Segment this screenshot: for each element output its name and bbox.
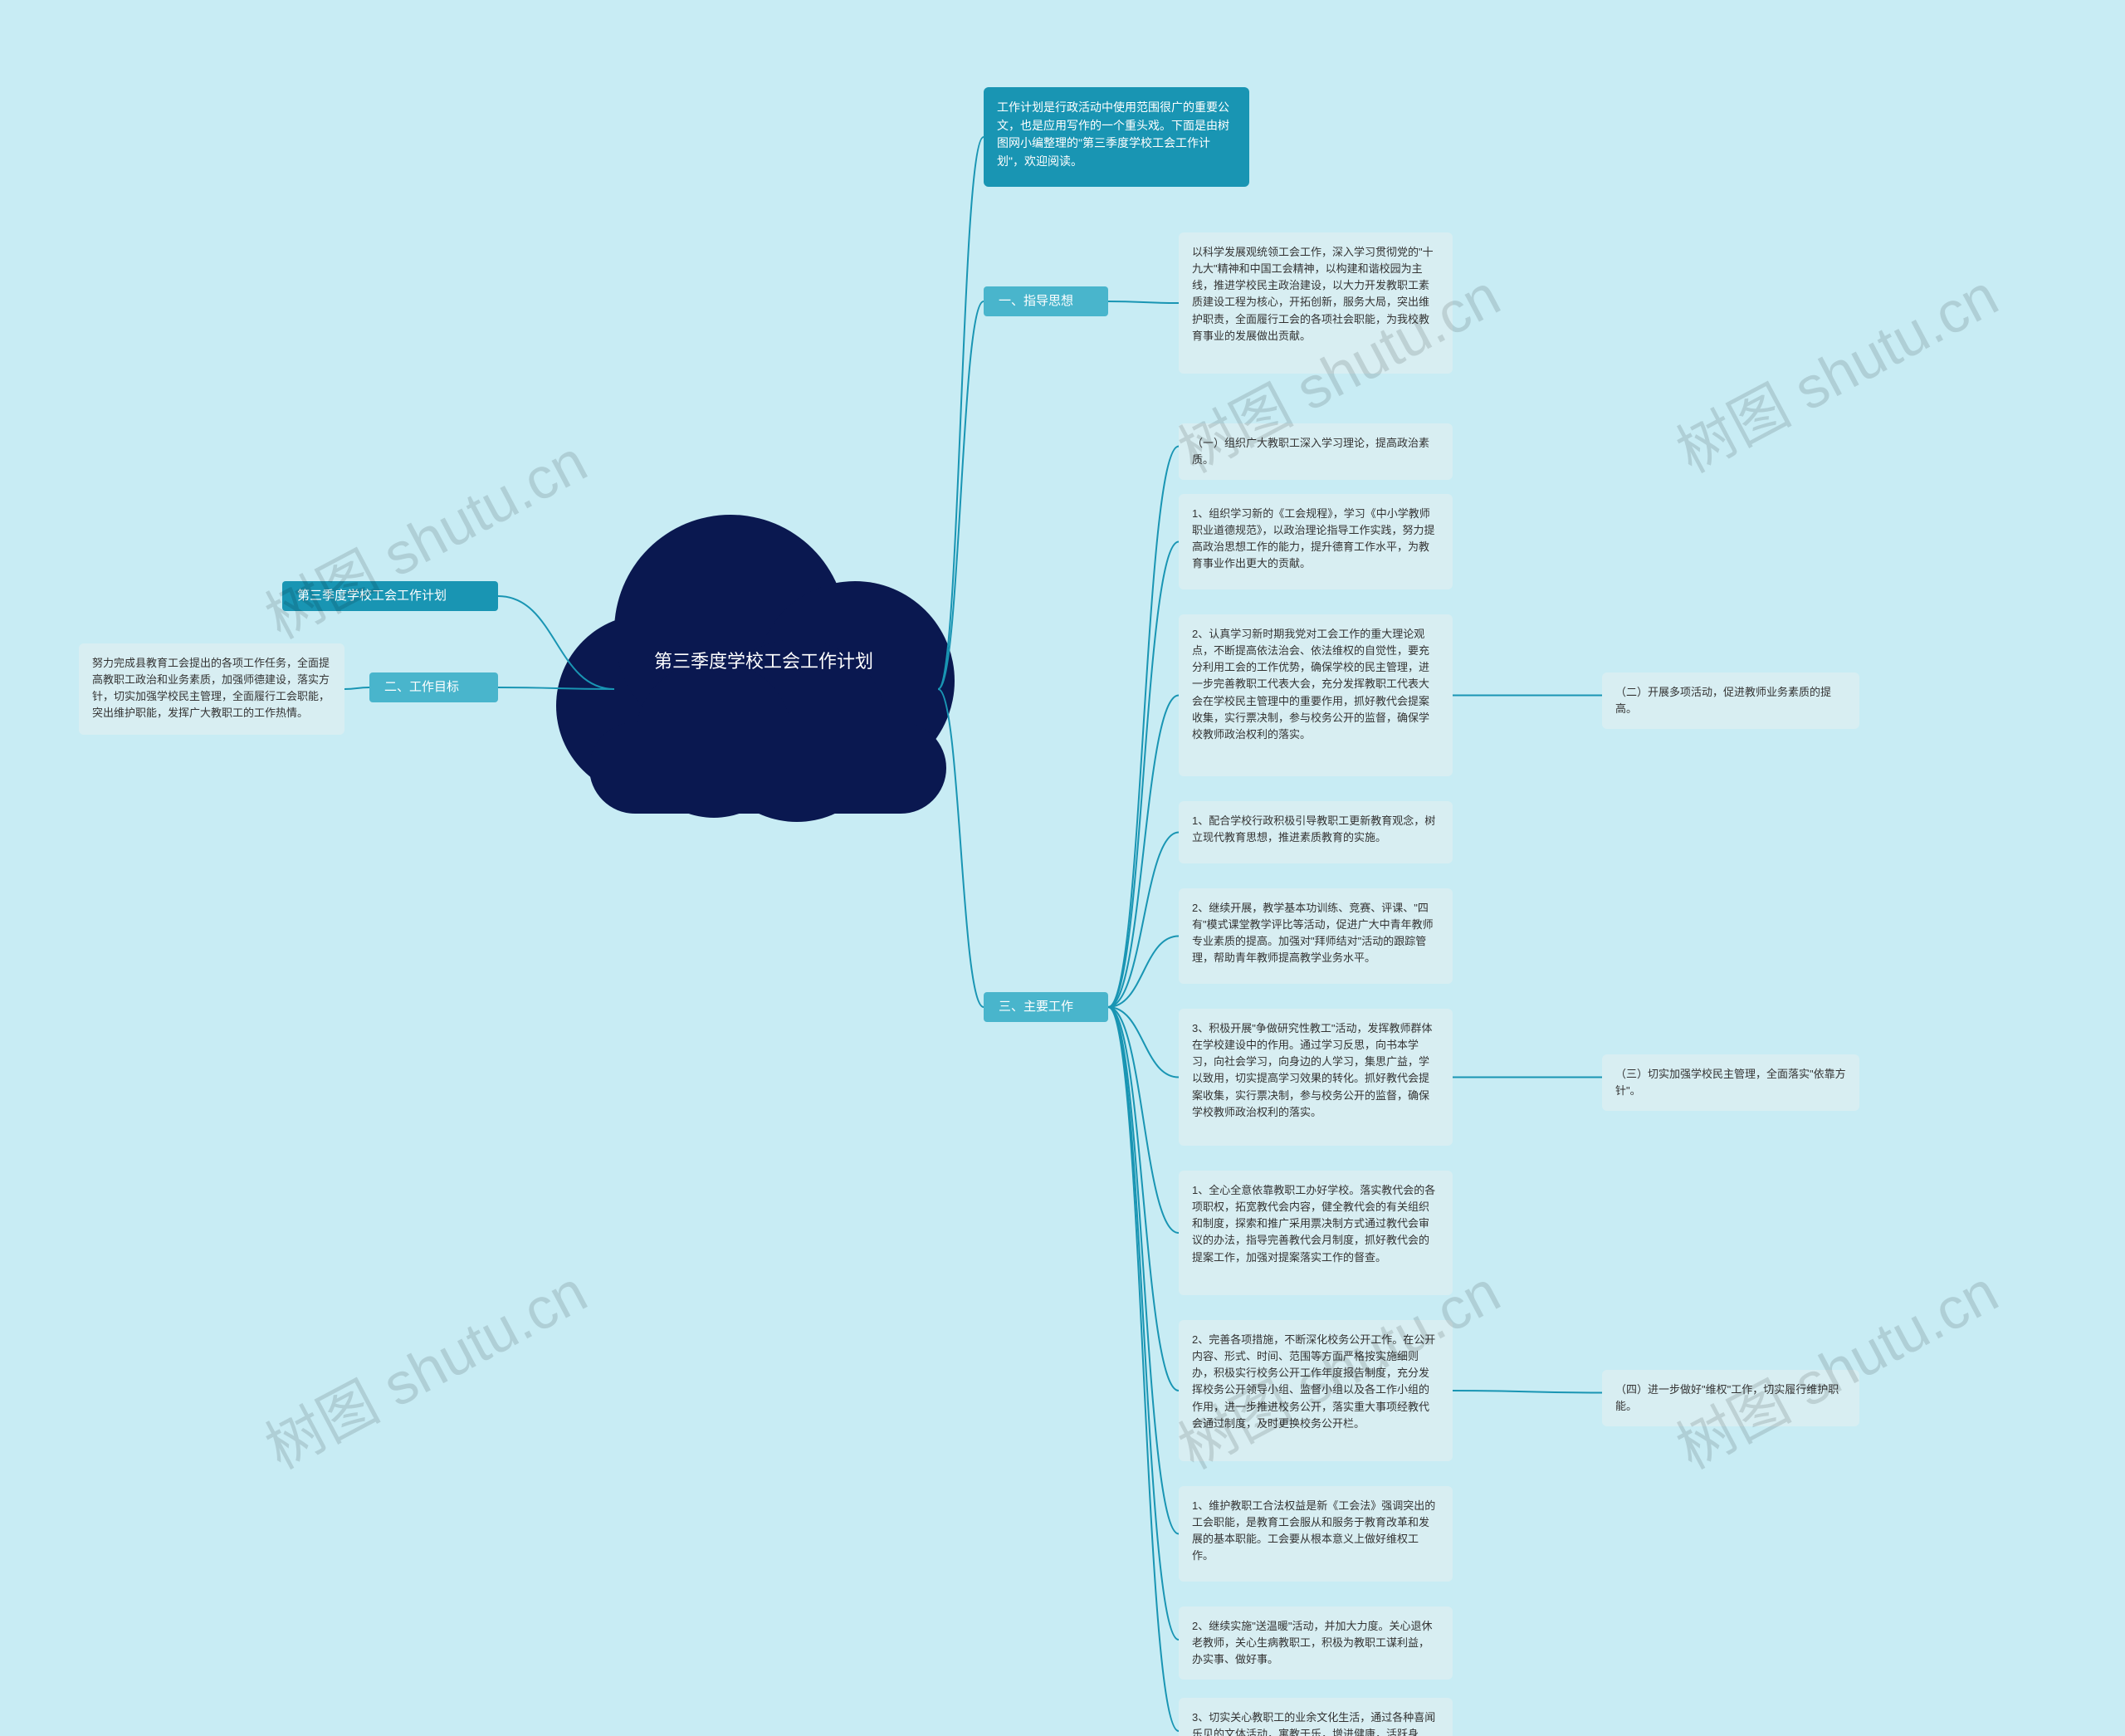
branch3-label: 三、主要工作 xyxy=(984,992,1108,1022)
watermark: 树图 shutu.cn xyxy=(249,416,599,655)
col3-node: （二）开展多项活动，促进教师业务素质的提高。 xyxy=(1602,672,1859,729)
col2-node: 3、积极开展"争做研究性教工"活动，发挥教师群体在学校建设中的作用。通过学习反思… xyxy=(1179,1009,1453,1146)
col2-node: 2、继续实施"送温暖"活动，并加大力度。关心退休老教师，关心生病教职工，积极为教… xyxy=(1179,1606,1453,1680)
goal-title-bar: 二、工作目标 xyxy=(369,672,498,702)
col2-node: 1、组织学习新的《工会规程》，学习《中小学教师职业道德规范》，以政治理论指导工作… xyxy=(1179,494,1453,589)
center-title: 第三季度学校工会工作计划 xyxy=(639,648,888,675)
col3-node: （三）切实加强学校民主管理，全面落实"依靠方针"。 xyxy=(1602,1054,1859,1111)
branch1-label: 一、指导思想 xyxy=(984,286,1108,316)
watermark: 树图 shutu.cn xyxy=(1660,250,2010,489)
col2-node: 1、配合学校行政积极引导教职工更新教育观念，树立现代教育思想，推进素质教育的实施… xyxy=(1179,801,1453,863)
col2-node: 1、维护教职工合法权益是新《工会法》强调突出的工会职能，是教育工会服从和服务于教… xyxy=(1179,1486,1453,1582)
col2-node: 3、切实关心教职工的业余文化生活，通过各种喜闻乐见的文体活动，寓教于乐，增进健康… xyxy=(1179,1698,1453,1736)
watermark: 树图 shutu.cn xyxy=(1660,1246,2010,1485)
branch1-text: 以科学发展观统领工会工作，深入学习贯彻党的"十九大"精神和中国工会精神，以构建和… xyxy=(1179,232,1453,374)
col2-node: 2、完善各项措施，不断深化校务公开工作。在公开内容、形式、时间、范围等方面严格按… xyxy=(1179,1320,1453,1461)
mindmap-canvas: 第三季度学校工会工作计划第三季度学校工会工作计划二、工作目标努力完成县教育工会提… xyxy=(0,0,2125,1736)
col2-node: （一）组织广大教职工深入学习理论，提高政治素质。 xyxy=(1179,423,1453,480)
col2-node: 1、全心全意依靠教职工办好学校。落实教代会的各项职权，拓宽教代会内容，健全教代会… xyxy=(1179,1171,1453,1295)
col2-node: 2、认真学习新时期我党对工会工作的重大理论观点，不断提高依法治会、依法维权的自觉… xyxy=(1179,614,1453,776)
watermark: 树图 shutu.cn xyxy=(249,1246,599,1485)
plan-title-bar: 第三季度学校工会工作计划 xyxy=(282,581,498,611)
col2-node: 2、继续开展，教学基本功训练、竞赛、评课、"四有"模式课堂教学评比等活动，促进广… xyxy=(1179,888,1453,984)
col3-node: （四）进一步做好"维权"工作，切实履行维护职能。 xyxy=(1602,1370,1859,1426)
goal-text-node: 努力完成县教育工会提出的各项工作任务，全面提高教职工政治和业务素质，加强师德建设… xyxy=(79,643,344,735)
intro-node: 工作计划是行政活动中使用范围很广的重要公文，也是应用写作的一个重头戏。下面是由树… xyxy=(984,87,1249,187)
